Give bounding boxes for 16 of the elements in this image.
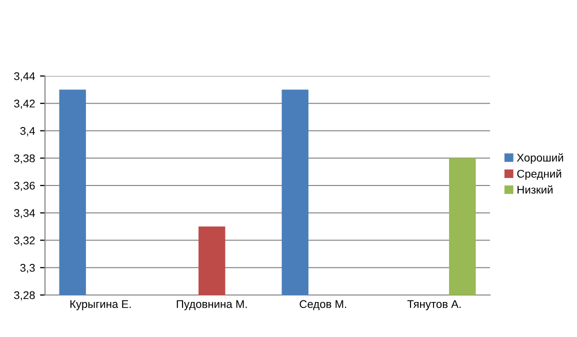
y-tick-label: 3,3 — [20, 264, 35, 274]
legend-label: Хороший — [516, 153, 564, 164]
x-tick-label: Курыгина Е. — [70, 300, 131, 310]
y-tick-label: 3,28 — [14, 291, 35, 300]
x-tick-label: Седов М. — [300, 300, 346, 310]
y-tick-label: 3,34 — [14, 209, 35, 218]
legend-label: Средний — [517, 169, 562, 180]
y-tick-label: 3,42 — [14, 100, 35, 109]
x-tick-label: Тянутов А. — [407, 300, 461, 310]
y-tick-label: 3,4 — [20, 127, 35, 136]
y-tick-label: 3,44 — [14, 72, 35, 82]
legend-label: Низкий — [518, 185, 552, 194]
y-tick-label: 3,32 — [14, 236, 35, 246]
x-tick-label: Пудовнина М. — [176, 300, 247, 310]
y-tick-label: 3,38 — [14, 154, 35, 164]
y-tick-label: 3,36 — [14, 182, 35, 191]
